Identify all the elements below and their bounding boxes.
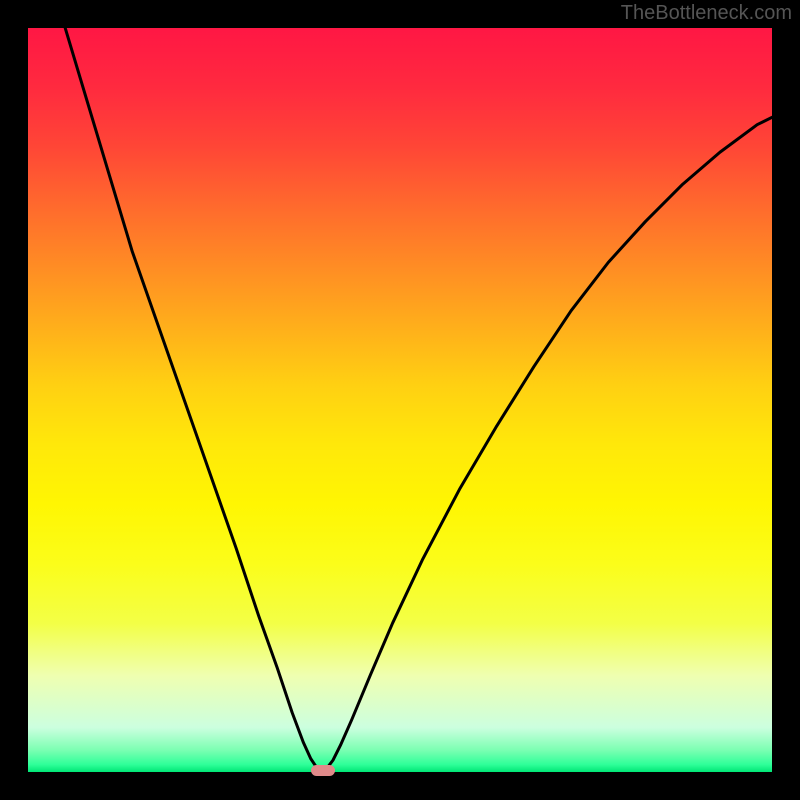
bottleneck-chart <box>28 28 772 772</box>
gradient-background <box>28 28 772 772</box>
watermark-text: TheBottleneck.com <box>621 2 792 25</box>
optimal-point-marker <box>311 765 335 777</box>
chart-container: TheBottleneck.com <box>0 0 800 800</box>
plot-area <box>28 28 772 772</box>
